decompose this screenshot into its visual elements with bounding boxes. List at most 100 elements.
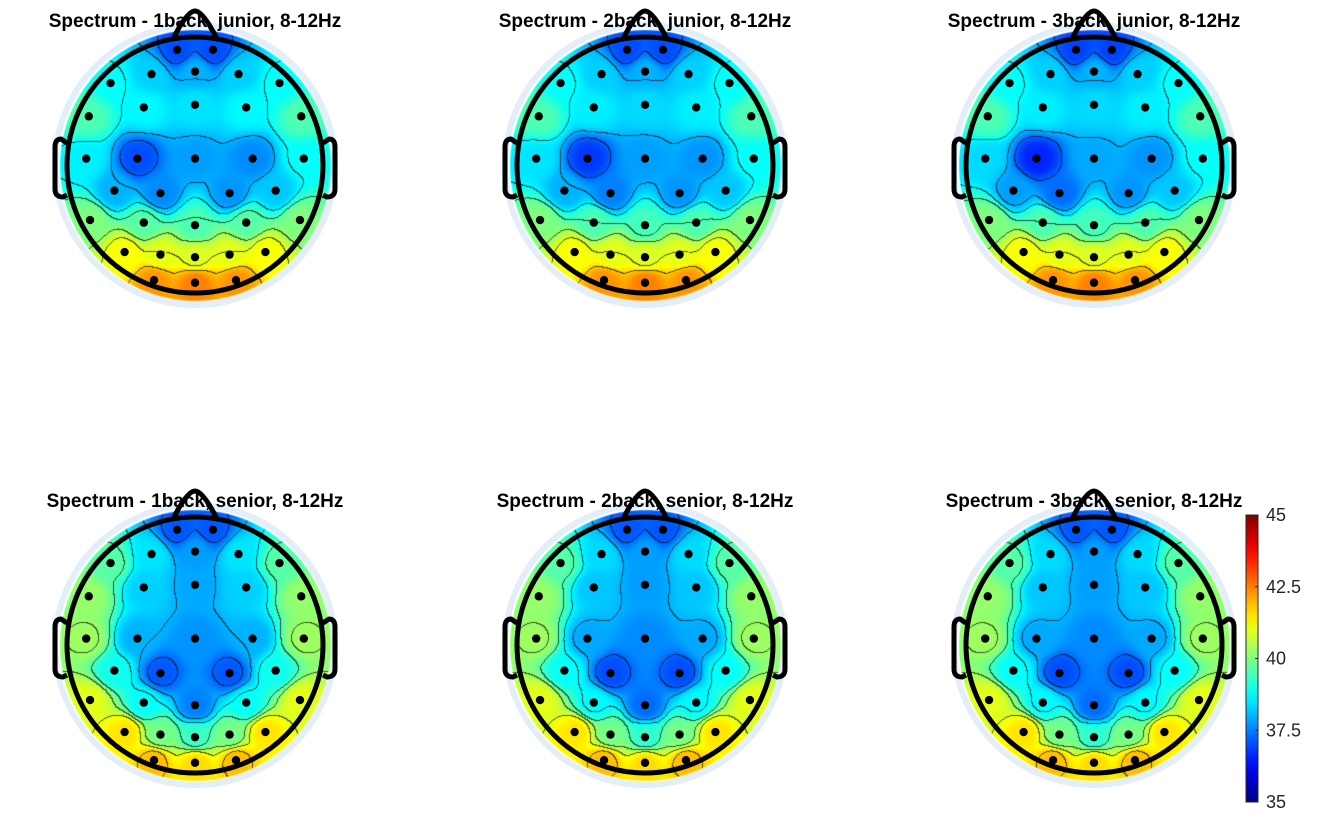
electrode-marker <box>606 668 615 678</box>
topoplot-panel: Spectrum - 1back, junior, 8-12Hz <box>29 0 361 331</box>
electrode-marker <box>1160 247 1169 257</box>
electrode-marker <box>640 634 650 643</box>
electrode-marker <box>139 698 148 707</box>
electrode-marker <box>589 698 598 707</box>
scalp-map <box>928 479 1260 811</box>
electrode-marker <box>84 592 93 601</box>
scalp-map <box>479 479 811 811</box>
electrode-marker <box>684 69 693 79</box>
head-right-ear <box>771 616 788 680</box>
electrode-marker <box>534 112 543 121</box>
electrode-marker <box>299 634 308 643</box>
electrode-marker <box>147 549 156 559</box>
electrode-marker <box>190 67 200 76</box>
electrode-marker <box>684 549 693 559</box>
electrode-marker <box>535 695 545 705</box>
electrode-marker <box>675 188 684 198</box>
electrode-marker <box>747 112 756 121</box>
head-nose <box>1069 8 1119 41</box>
electrode-marker <box>1009 666 1018 675</box>
electrode-marker <box>299 154 308 163</box>
electrode-marker <box>681 756 691 765</box>
electrode-marker <box>583 154 592 163</box>
electrode-marker <box>225 250 234 259</box>
electrode-marker <box>242 218 251 227</box>
head-outline <box>514 34 776 296</box>
electrode-marker <box>692 583 701 592</box>
electrode-marker <box>234 549 243 559</box>
panel-title: Spectrum - 1back, junior, 8-12Hz <box>49 11 341 32</box>
electrode-marker <box>1038 583 1048 592</box>
electrode-marker <box>110 186 119 195</box>
electrode-marker <box>1133 549 1142 559</box>
electrode-marker <box>190 252 200 262</box>
electrode-marker <box>658 45 668 54</box>
head-nose <box>170 488 220 521</box>
electrode-marker <box>1089 700 1099 710</box>
electrode-marker <box>275 558 284 568</box>
electrode-marker <box>1130 276 1140 285</box>
electrode-marker <box>110 666 119 675</box>
electrode-marker <box>1032 154 1041 163</box>
electrode-marker <box>749 154 758 163</box>
electrode-marker <box>981 634 990 643</box>
scalp-map <box>29 0 361 331</box>
electrode-marker <box>640 67 650 76</box>
electrode-marker <box>599 276 609 285</box>
electrode-marker <box>1032 634 1041 643</box>
electrode-marker <box>606 250 615 259</box>
electrode-marker <box>599 756 609 765</box>
head-outline <box>963 514 1225 776</box>
electrode-marker <box>560 186 569 195</box>
electrode-marker <box>85 215 95 225</box>
electrode-marker <box>747 592 756 601</box>
electrode-marker <box>1196 592 1205 601</box>
electrode-marker <box>658 525 668 534</box>
head-outline <box>64 34 326 296</box>
head-outline <box>963 34 1225 296</box>
electrode-marker <box>640 758 650 767</box>
topoplot-panel: Spectrum - 2back, senior, 8-12Hz <box>479 479 811 811</box>
electrode-marker <box>532 154 541 163</box>
electrode-marker <box>583 634 592 643</box>
electrode-marker <box>139 218 148 227</box>
head-left-ear <box>52 136 69 200</box>
electrode-marker <box>640 278 650 287</box>
electrode-marker <box>190 220 200 230</box>
electrode-marker <box>261 727 270 737</box>
electrode-marker <box>640 252 650 262</box>
electrode-marker <box>208 45 218 54</box>
electrode-marker <box>534 592 543 601</box>
colorbar-tick-label: 40 <box>1266 649 1286 669</box>
electrode-marker <box>1071 525 1081 534</box>
electrode-marker <box>1107 45 1117 54</box>
electrode-marker <box>261 247 270 257</box>
electrode-marker <box>1046 549 1055 559</box>
panel-title: Spectrum - 1back, senior, 8-12Hz <box>47 491 344 512</box>
electrode-marker <box>139 583 148 592</box>
colorbar-tick-label: 42.5 <box>1266 577 1301 597</box>
electrode-marker <box>640 700 650 710</box>
electrode-marker <box>1089 154 1099 163</box>
colorbar-tick-label: 37.5 <box>1266 720 1301 740</box>
electrode-marker <box>1198 154 1208 163</box>
electrode-marker <box>556 78 565 88</box>
electrode-marker <box>597 549 606 559</box>
electrode-marker <box>984 215 994 225</box>
topoplot-panel: Spectrum - 1back, senior, 8-12Hz <box>29 479 361 811</box>
topoplot-panel: Spectrum - 3back, senior, 8-12Hz <box>928 479 1260 811</box>
head-nose <box>1069 488 1119 521</box>
head-nose <box>620 8 670 41</box>
electrode-marker <box>681 276 691 285</box>
electrode-marker <box>172 525 182 534</box>
electrode-marker <box>711 727 720 737</box>
electrode-marker <box>1048 756 1058 765</box>
electrode-marker <box>1124 730 1133 739</box>
electrode-marker <box>1005 78 1014 88</box>
head-right-ear <box>1220 616 1237 680</box>
electrode-marker <box>149 276 159 285</box>
electrode-marker <box>225 188 234 198</box>
electrode-marker <box>190 278 200 287</box>
electrode-marker <box>190 100 200 110</box>
